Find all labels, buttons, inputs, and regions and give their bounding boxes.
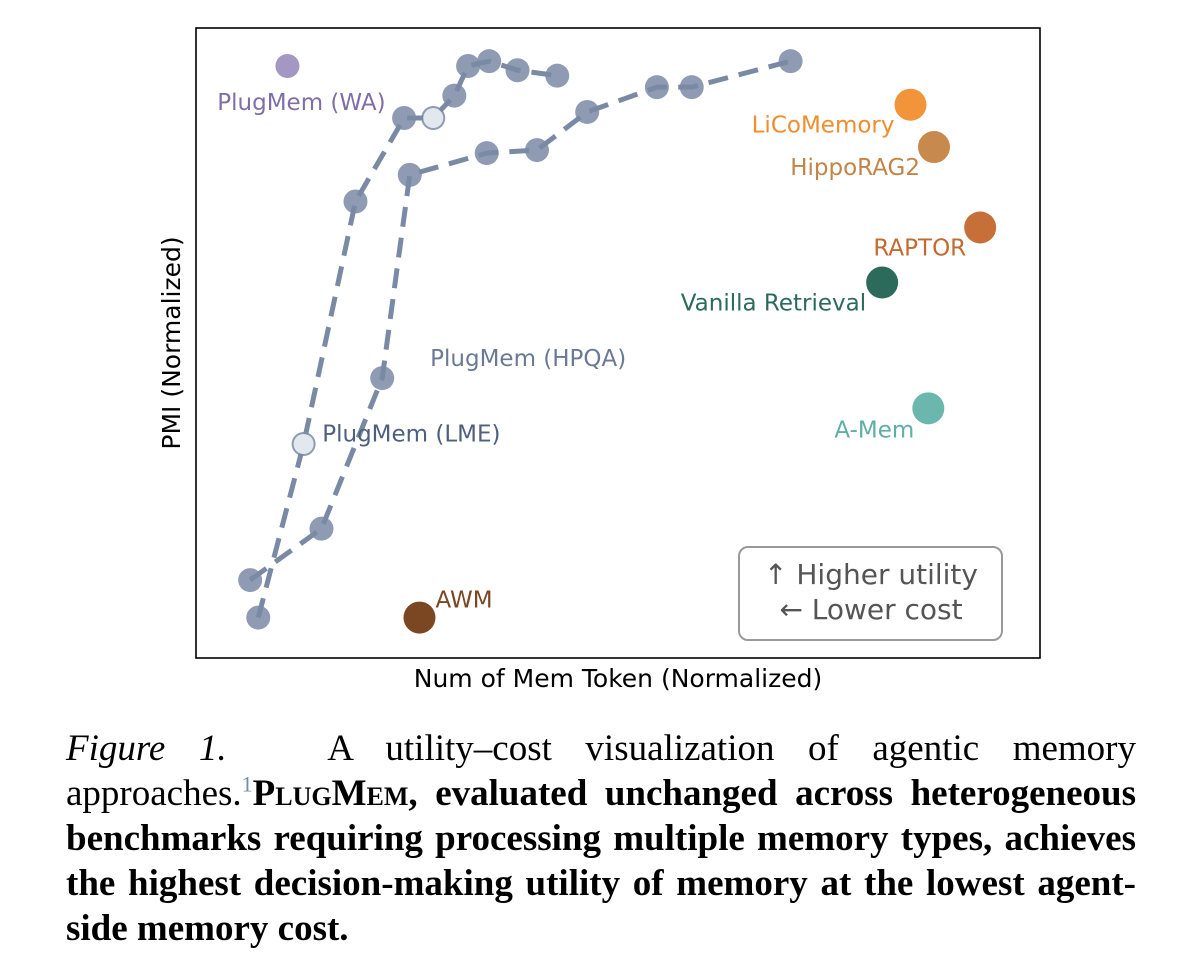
highlight-point-plugmem-lme-4	[423, 108, 444, 129]
series-lines	[248, 58, 792, 619]
point-labels: PlugMem (HPQA) PlugMem (LME) PlugMem (WA) A…	[217, 90, 966, 614]
data-point-plugmem-hpqa-8[interactable]	[679, 75, 704, 100]
series-line-plugmem-lme	[255, 58, 558, 619]
data-point-plugmem-wa-0[interactable]	[275, 54, 300, 79]
y-axis-label: PMI (Normalized)	[157, 236, 186, 449]
data-point-licomemory-0[interactable]	[894, 88, 927, 121]
point-label-plugmem-wa: PlugMem (WA)	[217, 90, 385, 116]
annotation-box: ↑ Higher utility ← Lower cost	[738, 546, 1003, 641]
data-point-plugmem-hpqa-2[interactable]	[370, 366, 395, 391]
highlight-point-plugmem-lme-1	[293, 434, 314, 455]
point-label-a-mem: A-Mem	[834, 417, 914, 443]
series-line-plugmem-hpqa	[248, 58, 792, 583]
annotation-line-cost: ← Lower cost	[779, 593, 962, 626]
data-point-plugmem-lme-7[interactable]	[477, 49, 502, 74]
point-label-plugmem-lme: PlugMem (LME)	[322, 422, 500, 448]
plot-frame	[195, 27, 1041, 659]
point-label-vanilla-retrieval: Vanilla Retrieval	[681, 291, 866, 317]
data-point-raptor-0[interactable]	[964, 211, 997, 244]
data-point-plugmem-lme-2[interactable]	[343, 189, 368, 214]
utility-cost-chart: PlugMem (HPQA) PlugMem (LME) PlugMem (WA) A…	[157, 27, 1041, 693]
annotation-line-utility: ↑ Higher utility	[764, 558, 978, 591]
data-point-plugmem-hpqa-1[interactable]	[309, 516, 334, 541]
data-point-plugmem-lme-8[interactable]	[505, 58, 530, 83]
data-point-plugmem-lme-6[interactable]	[456, 54, 481, 79]
caption-text: A utility–cost visualization of agentic …	[66, 728, 1136, 814]
data-point-plugmem-hpqa-3[interactable]	[397, 162, 422, 187]
x-axis-label: Num of Mem Token (Normalized)	[414, 664, 823, 693]
footnote-marker[interactable]: 1	[241, 771, 253, 797]
data-point-plugmem-hpqa-5[interactable]	[524, 138, 549, 163]
method-name: PlugMem	[252, 773, 409, 814]
data-point-plugmem-hpqa-7[interactable]	[644, 75, 669, 100]
point-label-raptor: RAPTOR	[873, 235, 966, 261]
point-label-hipporag2: HippoRAG2	[790, 155, 920, 181]
caption-bold-text: , evaluated unchanged across heterogeneo…	[66, 773, 1136, 949]
point-label-licomemory: LiCoMemory	[752, 113, 895, 139]
data-point-a-mem-0[interactable]	[912, 392, 945, 425]
data-point-hipporag2-0[interactable]	[917, 131, 950, 164]
data-point-plugmem-lme-9[interactable]	[545, 63, 570, 88]
data-point-plugmem-lme-3[interactable]	[392, 106, 417, 131]
data-point-vanilla-retrieval-0[interactable]	[866, 266, 899, 299]
point-label-awm: AWM	[435, 588, 492, 614]
data-point-plugmem-hpqa-9[interactable]	[778, 49, 803, 74]
data-point-plugmem-lme-0[interactable]	[246, 605, 271, 630]
data-point-plugmem-hpqa-0[interactable]	[238, 568, 263, 593]
data-point-plugmem-hpqa-4[interactable]	[474, 141, 499, 166]
data-point-plugmem-hpqa-6[interactable]	[575, 99, 600, 124]
data-point-plugmem-lme-5[interactable]	[442, 83, 467, 108]
figure-label: Figure 1.	[66, 728, 227, 769]
point-label-plugmem-hpqa: PlugMem (HPQA)	[430, 346, 626, 372]
data-point-awm-0[interactable]	[403, 601, 436, 634]
figure-caption: Figure 1. A utility–cost visualization o…	[66, 726, 1136, 951]
data-points	[238, 49, 997, 634]
